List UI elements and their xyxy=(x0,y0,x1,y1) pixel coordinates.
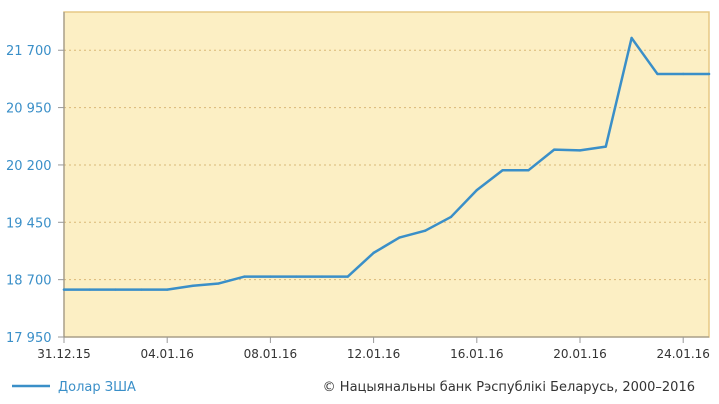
data-point xyxy=(140,288,143,291)
data-point xyxy=(682,72,685,76)
y-tick-label: 17 950 xyxy=(6,331,52,346)
plot-area xyxy=(63,11,710,338)
data-point xyxy=(656,72,659,76)
data-point xyxy=(295,275,298,278)
data-point xyxy=(553,148,556,151)
x-tick-label: 24.01.16 xyxy=(656,347,709,361)
data-point xyxy=(269,275,272,278)
data-point xyxy=(501,169,504,172)
data-point xyxy=(217,282,220,285)
x-tick-label: 08.01.16 xyxy=(244,347,297,361)
data-point xyxy=(424,229,427,232)
legend-label: Долар ЗША xyxy=(58,380,136,395)
data-point xyxy=(707,72,711,76)
data-point xyxy=(604,145,607,148)
data-point xyxy=(630,36,633,40)
data-point xyxy=(578,149,582,152)
data-point xyxy=(166,288,169,291)
x-tick-label: 16.01.16 xyxy=(450,347,503,361)
data-point xyxy=(191,284,195,287)
y-tick-label: 20 200 xyxy=(6,159,52,174)
legend[interactable]: Долар ЗША xyxy=(12,380,136,395)
y-tick-label: 21 700 xyxy=(6,44,52,59)
data-point xyxy=(320,275,324,278)
data-point xyxy=(114,288,117,291)
y-tick-label: 19 450 xyxy=(6,216,52,231)
x-tick-label: 04.01.16 xyxy=(140,347,193,361)
copyright-text: © Нацыянальны банк Рэспублікі Беларусь, … xyxy=(323,380,695,395)
data-point xyxy=(62,288,66,291)
data-point xyxy=(475,188,478,192)
data-point xyxy=(398,236,401,239)
series-line xyxy=(62,36,711,291)
data-point xyxy=(243,275,246,278)
y-tick-label: 18 700 xyxy=(6,274,52,289)
data-point xyxy=(527,169,530,172)
data-point xyxy=(346,275,349,278)
axes xyxy=(63,12,709,338)
data-point xyxy=(88,288,92,291)
x-axis-ticks: 31.12.15 04.01.16 08.01.16 12.01.16 16.01.16… xyxy=(37,337,710,361)
x-tick-label: 12.01.16 xyxy=(347,347,400,361)
x-tick-label: 20.01.16 xyxy=(553,347,606,361)
x-tick-label: 31.12.15 xyxy=(37,347,90,361)
y-tick-label: 20 950 xyxy=(6,102,52,117)
y-axis-ticks: 17 950 18 700 19 450 20 200 20 950 21 700 xyxy=(6,44,64,346)
data-point xyxy=(449,215,453,219)
data-point xyxy=(372,251,375,255)
series-layer xyxy=(62,36,711,291)
